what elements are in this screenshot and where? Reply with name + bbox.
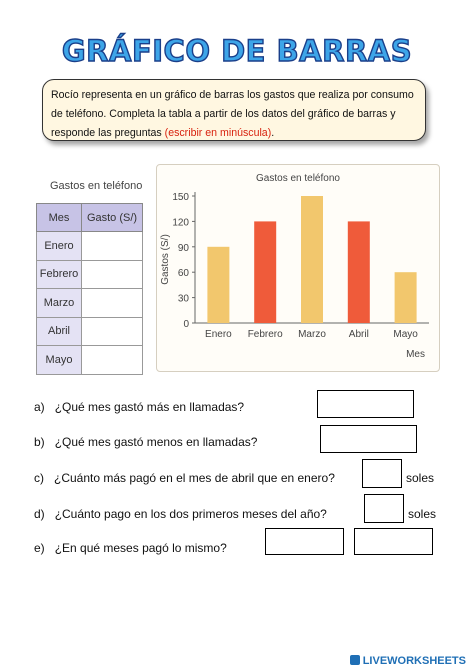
answer-a-input[interactable] [317, 390, 414, 418]
month-cell: Marzo [36, 288, 82, 318]
instructions-box: Rocío representa en un gráfico de barras… [42, 79, 426, 141]
question-text: ¿Qué mes gastó más en llamadas? [54, 400, 245, 414]
question-text: ¿En qué meses pagó lo mismo? [54, 541, 227, 555]
x-tick-label: Marzo [298, 329, 326, 340]
bar-chart: Gastos en teléfono 0 30 60 90 120 150 Gastos (S… [160, 173, 429, 360]
page-title: GRÁFICO DE BARRAS [61, 33, 413, 68]
table-row: Abril [36, 316, 143, 346]
question-letter: d) [34, 507, 45, 521]
answer-d-input[interactable] [364, 494, 404, 523]
table-row: Enero [36, 231, 143, 261]
bar [254, 221, 277, 323]
expense-table: Mes Gasto (S/) Enero Febrero Marzo Abril… [36, 203, 143, 375]
unit-label: soles [408, 507, 437, 521]
x-axis-label: Mes [406, 349, 425, 360]
month-cell: Abril [36, 316, 82, 346]
answer-c-input[interactable] [362, 459, 402, 488]
y-tick-label: 120 [172, 217, 189, 228]
unit-label: soles [406, 471, 435, 485]
question-c: c) ¿Cuánto más pagó en el mes de abril q… [34, 471, 335, 485]
y-tick-label: 0 [183, 319, 189, 330]
expense-input-cell[interactable] [81, 345, 143, 375]
expense-input-cell[interactable] [81, 259, 143, 289]
bar-chart-panel: Gastos en teléfono 0 30 60 90 120 150 Gastos (S… [156, 164, 440, 372]
question-letter: c) [34, 471, 44, 485]
answer-e2-input[interactable] [354, 528, 433, 555]
month-cell: Febrero [36, 259, 82, 289]
question-a: a) ¿Qué mes gastó más en llamadas? [34, 400, 244, 414]
instructions-highlight: (escribir en minúscula) [164, 127, 272, 139]
brand-logo-icon [349, 655, 360, 665]
question-d: d) ¿Cuánto pago en los dos primeros mese… [34, 507, 327, 521]
month-cell: Mayo [36, 345, 82, 375]
question-letter: b) [34, 435, 45, 449]
instructions-text: Rocío representa en un gráfico de barras… [51, 89, 414, 139]
x-tick-label: Mayo [393, 329, 418, 340]
y-tick-label: 90 [178, 243, 190, 254]
question-text: ¿Cuánto pago en los dos primeros meses d… [54, 507, 327, 521]
table-header-month: Mes [36, 203, 82, 232]
table-header-expense: Gasto (S/) [81, 203, 143, 232]
question-e: e) ¿En qué meses pagó lo mismo? [34, 541, 227, 555]
y-axis-label: Gastos (S/) [160, 234, 171, 285]
footer-brand: LIVEWORKSHEETS [349, 655, 466, 667]
bar [301, 196, 323, 323]
question-letter: e) [34, 541, 45, 555]
bar [347, 221, 370, 323]
bar [394, 272, 417, 323]
table-row: Marzo [36, 288, 143, 318]
table-row: Febrero [36, 259, 143, 289]
answer-e1-input[interactable] [265, 528, 344, 555]
x-tick-label: Febrero [248, 329, 283, 340]
y-tick-label: 30 [178, 294, 190, 305]
expense-input-cell[interactable] [81, 316, 143, 346]
question-letter: a) [34, 400, 45, 414]
question-text: ¿Qué mes gastó menos en llamadas? [54, 435, 258, 449]
y-tick-label: 150 [172, 192, 189, 203]
instructions-end: . [271, 127, 275, 139]
question-b: b) ¿Qué mes gastó menos en llamadas? [34, 435, 257, 449]
month-cell: Enero [36, 231, 82, 261]
chart-title: Gastos en teléfono [256, 173, 340, 184]
x-tick-label: Abril [349, 329, 369, 340]
bar [207, 246, 230, 323]
answer-b-input[interactable] [320, 425, 417, 453]
question-text: ¿Cuánto más pagó en el mes de abril que … [54, 471, 335, 485]
table-title: Gastos en teléfono [50, 180, 143, 192]
expense-input-cell[interactable] [81, 288, 143, 318]
table-row: Mayo [36, 345, 143, 375]
x-tick-label: Enero [205, 329, 232, 340]
expense-input-cell[interactable] [81, 231, 143, 261]
y-tick-label: 60 [178, 268, 190, 279]
brand-text: LIVEWORKSHEETS [362, 655, 466, 667]
